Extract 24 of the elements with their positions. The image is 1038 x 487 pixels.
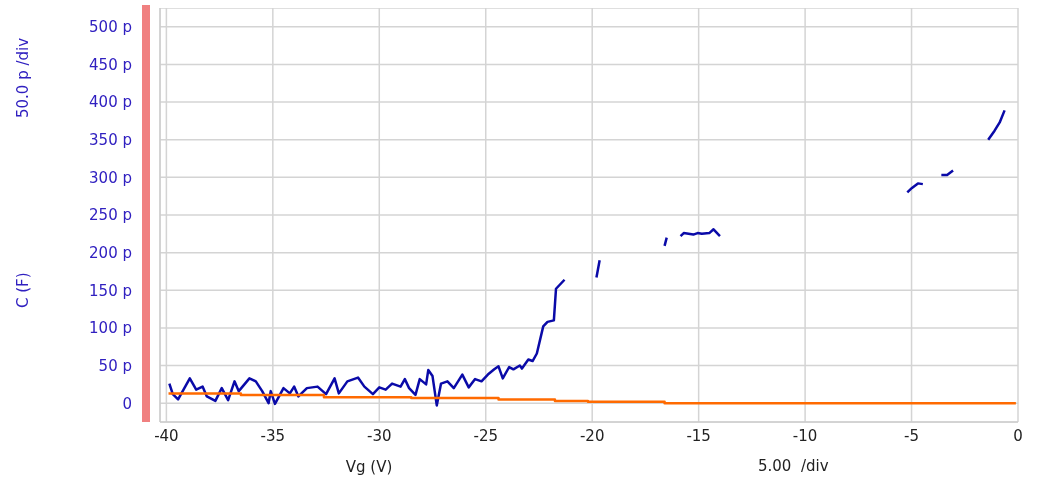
y-tick-label: 350 p [89,131,132,150]
y-tick-label: 50 p [98,356,132,375]
x-tick-label: -15 [686,426,711,445]
y-tick-label: 500 p [89,18,132,37]
x-axis-title: Vg (V) [345,458,393,476]
x-tick-label: -20 [579,426,605,445]
x-tick-label: -40 [154,426,179,445]
x-tick-label: -5 [904,426,920,445]
y-tick-label: 250 p [89,206,132,225]
y-tick-label: 450 p [89,55,132,74]
y-tick-label: 200 p [89,243,132,262]
text: 5.00 /div [758,457,829,475]
text: 50.0 p /div [14,37,32,118]
x-tick-label: -10 [792,426,818,445]
x-tick-label: -30 [367,426,392,445]
y-tick-label: 150 p [89,281,132,300]
y-tick-label: 100 p [89,319,132,338]
x-tick-label: -25 [473,426,498,445]
y-tick-label: 0 [122,394,132,413]
x-tick-label: 0 [1013,426,1023,445]
x-tick-label: -35 [260,426,286,445]
y-tick-label: 300 p [89,168,132,187]
y-tick-label: 400 p [89,93,132,112]
y-axis-title: C (F) [14,272,32,308]
